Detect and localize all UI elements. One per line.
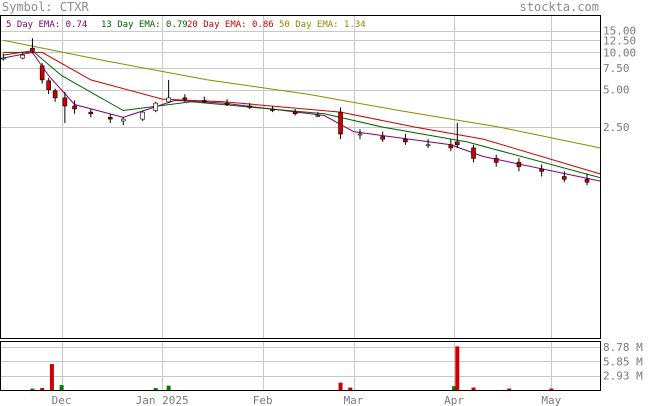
volume-bar (338, 382, 343, 390)
candle-body (584, 178, 590, 183)
legend-entry: 13 Day EMA: 0.79 (101, 20, 188, 30)
candle-body (30, 47, 35, 52)
price-panel (0, 15, 601, 339)
volume-bar (549, 388, 554, 390)
volume-tick-label: 5.85 M (603, 355, 643, 368)
volume-bar (40, 388, 45, 390)
candle-body (88, 111, 94, 115)
candle-body (182, 97, 188, 100)
volume-bar (30, 388, 35, 390)
volume-bar (49, 364, 54, 390)
volume-bar (153, 388, 158, 390)
volume-bar (59, 385, 64, 390)
legend-entry: 5 Day EMA: 0.74 (6, 20, 87, 30)
date-tick-label: Apr (444, 394, 464, 406)
volume-bar (452, 386, 457, 390)
candle-body (562, 176, 567, 180)
candle-body (140, 111, 146, 120)
ema-line (3, 51, 601, 182)
candle-body (52, 90, 58, 99)
price-tick-label: 7.50 (603, 62, 630, 75)
candle-body (20, 54, 26, 59)
candle-body (338, 111, 343, 135)
date-tick-label: Dec (52, 394, 72, 406)
ema-line (3, 51, 601, 175)
candle-body (120, 118, 126, 122)
candle-body (202, 100, 207, 103)
volume-bar (166, 385, 171, 390)
site-name: stockta.com (519, 0, 599, 14)
price-tick-label: 5.00 (603, 84, 630, 97)
ema-lines (3, 39, 601, 182)
price-tick-label: 2.50 (603, 121, 630, 134)
candle-body (448, 144, 454, 149)
price-panel-frame (0, 15, 601, 339)
volume-panel (0, 341, 601, 391)
candle-body (46, 80, 51, 91)
volume-bar (507, 388, 512, 390)
candle-body (425, 144, 431, 147)
volume-axis: 8.78 M5.85 M 2.93 M (603, 341, 643, 383)
candle-body (471, 147, 476, 159)
candle-body (107, 116, 113, 120)
volume-bar (471, 387, 476, 390)
candle-body (292, 111, 298, 115)
candle-body (39, 65, 45, 81)
candle-body (153, 102, 158, 111)
date-tick-label: Jan 2025 (136, 394, 189, 406)
price-tick-label: 10.00 (603, 46, 636, 59)
legend: 5 Day EMA: 0.74 13 Day EMA: 0.79 20 Day EM… (6, 20, 366, 30)
date-tick-label: May (541, 394, 561, 406)
price-tick-label: 12.50 (603, 34, 636, 47)
volume-tick-label: 8.78 M (603, 341, 643, 354)
date-tick-label: Mar (344, 394, 364, 406)
candle-body (247, 105, 253, 108)
price-tick-label: 15.00 (603, 25, 636, 38)
candle-body (166, 97, 171, 103)
volume-tick-label: 2.93 M (603, 370, 643, 383)
candle-body (539, 168, 544, 172)
date-tick-label: Feb (253, 394, 273, 406)
candle-body (357, 133, 363, 136)
candle-body (270, 108, 275, 111)
candle-body (516, 162, 522, 167)
candle-body (493, 158, 499, 163)
candle-body (62, 97, 68, 107)
symbol-label: Symbol: CTXR (2, 0, 89, 14)
volume-bar (348, 387, 353, 390)
candle-body (224, 102, 230, 105)
volume-bar (455, 346, 460, 390)
date-axis: Dec Jan 2025 Feb Mar Apr May (52, 394, 562, 406)
ema-line (3, 50, 601, 179)
legend-entry: 50 Day EMA: 1.34 (279, 20, 366, 30)
candle-body (380, 136, 386, 140)
candle-body (454, 141, 460, 146)
candle-body (0, 57, 6, 60)
ema-line (3, 39, 601, 149)
candle-body (315, 115, 321, 117)
candles (0, 38, 590, 186)
volume-panel-frame (0, 341, 601, 391)
volume-bars (30, 346, 554, 390)
legend-entry: 20 Day EMA: 0.86 (187, 20, 274, 30)
grid (1, 16, 600, 390)
candle-body (403, 138, 408, 143)
candle-body (72, 105, 77, 110)
